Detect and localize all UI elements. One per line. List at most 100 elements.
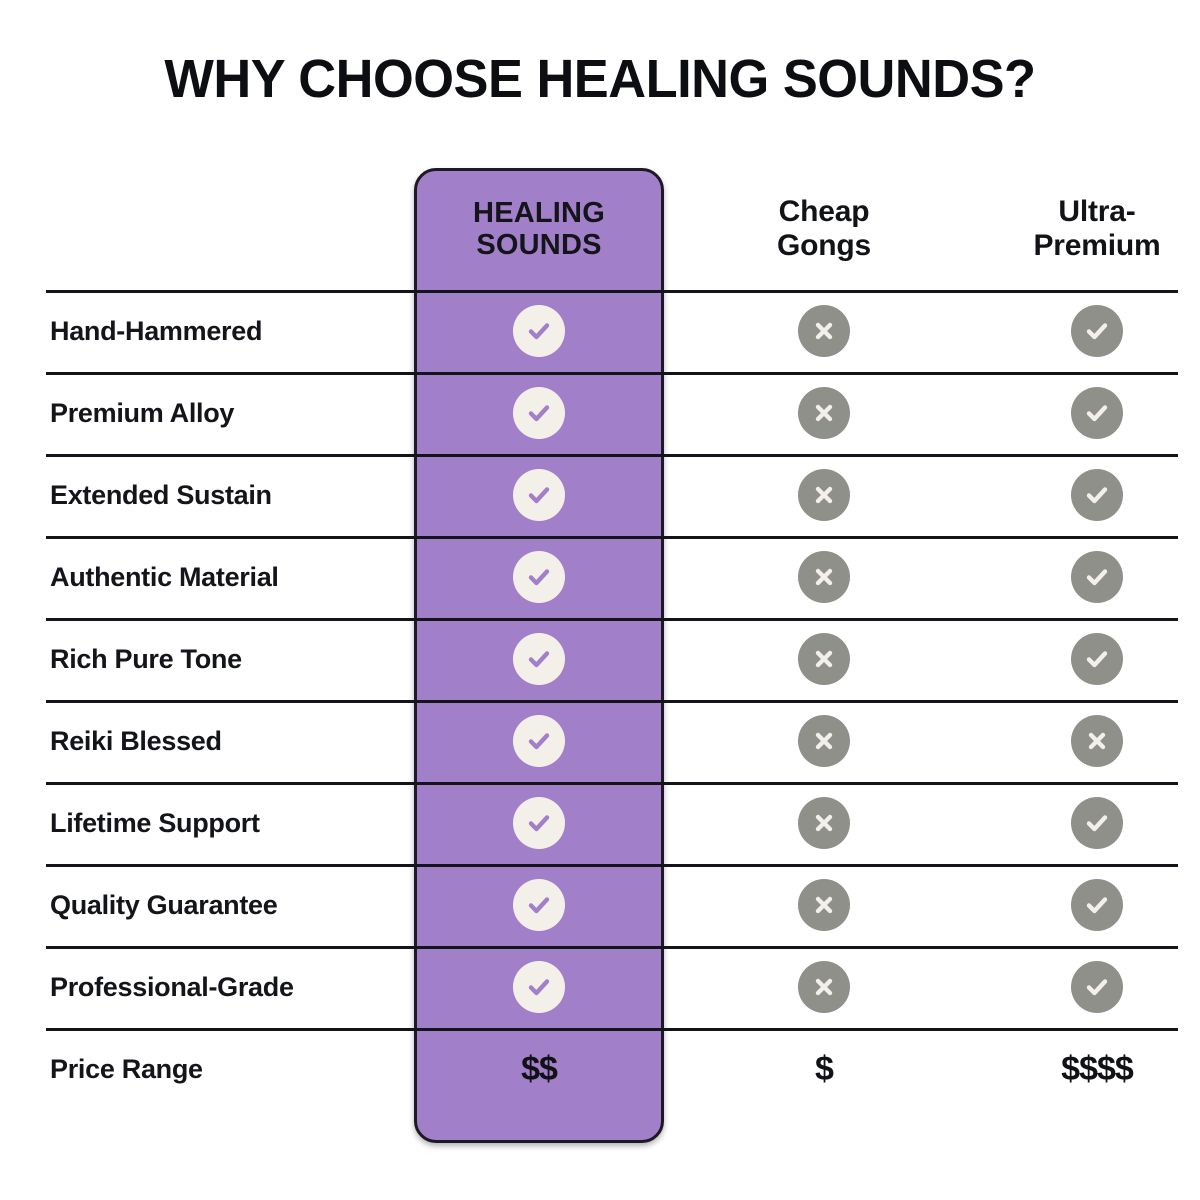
cell-ultra-premium	[964, 864, 1200, 946]
table-row: Lifetime Support	[46, 782, 1178, 864]
row-divider	[46, 618, 1178, 621]
cell-healing-sounds: $$	[414, 1028, 664, 1110]
cell-cheap-gongs	[694, 946, 954, 1028]
cross-circle-icon	[798, 469, 850, 521]
price-value: $	[815, 1049, 834, 1088]
check-circle-icon	[513, 879, 565, 931]
cell-cheap-gongs: $	[694, 1028, 954, 1110]
cell-healing-sounds	[414, 372, 664, 454]
check-circle-icon	[513, 305, 565, 357]
cell-healing-sounds	[414, 946, 664, 1028]
table-row: Professional-Grade	[46, 946, 1178, 1028]
cross-circle-icon	[798, 797, 850, 849]
cross-circle-icon	[798, 715, 850, 767]
page-title: WHY CHOOSE HEALING SOUNDS?	[164, 49, 1036, 109]
cell-ultra-premium: $$$$	[964, 1028, 1200, 1110]
column-header-cheap-gongs: Cheap Gongs	[694, 168, 954, 290]
feature-label: Premium Alloy	[50, 397, 235, 428]
table-header-row: HEALING SOUNDS Cheap Gongs Ultra- Premiu…	[46, 168, 1178, 290]
cell-ultra-premium	[964, 372, 1200, 454]
table-row: Premium Alloy	[46, 372, 1178, 454]
feature-label: Rich Pure Tone	[50, 643, 242, 674]
cross-circle-icon	[798, 879, 850, 931]
row-divider	[46, 946, 1178, 949]
row-divider	[46, 700, 1178, 703]
cell-healing-sounds	[414, 454, 664, 536]
feature-label: Price Range	[50, 1053, 203, 1084]
check-circle-icon	[1071, 961, 1123, 1013]
cell-healing-sounds	[414, 782, 664, 864]
cell-healing-sounds	[414, 290, 664, 372]
cell-healing-sounds	[414, 536, 664, 618]
table-row: Extended Sustain	[46, 454, 1178, 536]
cross-circle-icon	[1071, 715, 1123, 767]
cross-circle-icon	[798, 961, 850, 1013]
check-circle-icon	[1071, 551, 1123, 603]
check-circle-icon	[513, 797, 565, 849]
feature-label: Lifetime Support	[50, 807, 260, 838]
check-circle-icon	[513, 633, 565, 685]
price-value: $$	[521, 1049, 558, 1088]
cross-circle-icon	[798, 305, 850, 357]
check-circle-icon	[1071, 797, 1123, 849]
table-row: Quality Guarantee	[46, 864, 1178, 946]
feature-label: Authentic Material	[50, 561, 279, 592]
table-row: Hand-Hammered	[46, 290, 1178, 372]
column-header-cheap-gongs-line1: Cheap	[778, 195, 870, 229]
cross-circle-icon	[798, 633, 850, 685]
row-divider	[46, 372, 1178, 375]
check-circle-icon	[1071, 387, 1123, 439]
cell-healing-sounds	[414, 864, 664, 946]
cross-circle-icon	[798, 387, 850, 439]
row-divider	[46, 290, 1178, 293]
row-divider	[46, 454, 1178, 457]
column-header-cheap-gongs-line2: Gongs	[777, 229, 871, 262]
feature-label: Extended Sustain	[50, 479, 272, 510]
cell-ultra-premium	[964, 782, 1200, 864]
cell-cheap-gongs	[694, 290, 954, 372]
check-circle-icon	[1071, 305, 1123, 357]
row-divider	[46, 536, 1178, 539]
column-header-ultra-premium-line2: Premium	[1033, 229, 1161, 262]
table-row: Rich Pure Tone	[46, 618, 1178, 700]
cell-cheap-gongs	[694, 536, 954, 618]
cell-ultra-premium	[964, 290, 1200, 372]
check-circle-icon	[1071, 633, 1123, 685]
cell-ultra-premium	[964, 946, 1200, 1028]
check-circle-icon	[1071, 469, 1123, 521]
check-circle-icon	[513, 387, 565, 439]
cell-cheap-gongs	[694, 864, 954, 946]
cell-cheap-gongs	[694, 782, 954, 864]
check-circle-icon	[513, 551, 565, 603]
check-circle-icon	[1071, 879, 1123, 931]
row-divider	[46, 1028, 1178, 1031]
table-row: Price Range $$ $ $$$$	[46, 1028, 1178, 1110]
cell-cheap-gongs	[694, 700, 954, 782]
comparison-table: HEALING SOUNDS Cheap Gongs Ultra- Premiu…	[46, 168, 1178, 1144]
table-row: Reiki Blessed	[46, 700, 1178, 782]
check-circle-icon	[513, 961, 565, 1013]
cell-healing-sounds	[414, 618, 664, 700]
cell-cheap-gongs	[694, 454, 954, 536]
row-divider	[46, 864, 1178, 867]
cell-healing-sounds	[414, 700, 664, 782]
feature-label: Professional-Grade	[50, 971, 294, 1002]
feature-label: Reiki Blessed	[50, 725, 222, 756]
cell-ultra-premium	[964, 454, 1200, 536]
check-circle-icon	[513, 715, 565, 767]
feature-label: Hand-Hammered	[50, 315, 263, 346]
table-row: Authentic Material	[46, 536, 1178, 618]
column-header-ultra-premium-line1: Ultra-	[1058, 195, 1136, 229]
column-header-healing-sounds: HEALING SOUNDS	[414, 168, 664, 290]
feature-label: Quality Guarantee	[50, 889, 278, 920]
price-value: $$$$	[1061, 1049, 1134, 1088]
cell-ultra-premium	[964, 536, 1200, 618]
cross-circle-icon	[798, 551, 850, 603]
column-header-healing-sounds-line2: SOUNDS	[476, 229, 602, 261]
cell-ultra-premium	[964, 700, 1200, 782]
cell-cheap-gongs	[694, 372, 954, 454]
check-circle-icon	[513, 469, 565, 521]
cell-ultra-premium	[964, 618, 1200, 700]
cell-cheap-gongs	[694, 618, 954, 700]
column-header-healing-sounds-line1: HEALING	[473, 196, 605, 229]
